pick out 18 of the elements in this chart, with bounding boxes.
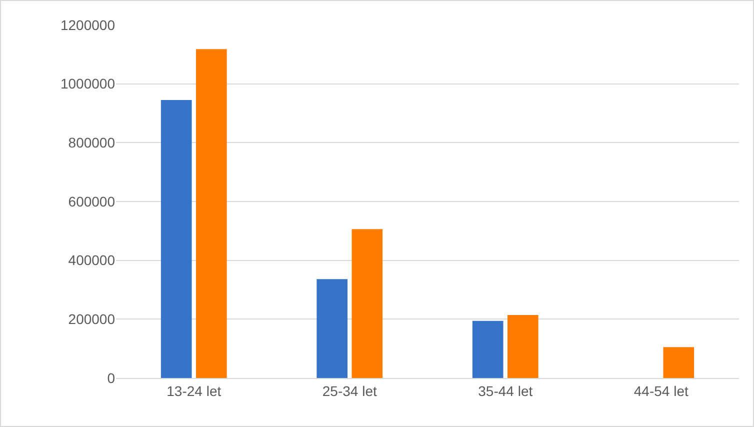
bar — [352, 229, 383, 378]
y-tick-label: 800000 — [68, 134, 116, 151]
y-tick-label: 1200000 — [60, 16, 116, 33]
y-tick-label: 1000000 — [60, 76, 116, 92]
x-tick-label: 44-54 let — [634, 382, 688, 399]
bar — [316, 279, 348, 378]
x-tick-label: 35-44 let — [478, 382, 533, 399]
bar — [196, 49, 227, 378]
x-tick-label: 13-24 let — [166, 382, 222, 399]
y-tick-label: 400000 — [68, 252, 116, 268]
bar — [160, 100, 192, 378]
bar — [663, 347, 694, 378]
bar — [472, 320, 504, 378]
x-tick-label: 25-34 let — [322, 382, 377, 399]
y-tick-label: 600000 — [68, 193, 116, 210]
y-tick-label: 0 — [107, 370, 116, 386]
bar — [507, 315, 538, 378]
y-tick-label: 200000 — [68, 311, 116, 328]
